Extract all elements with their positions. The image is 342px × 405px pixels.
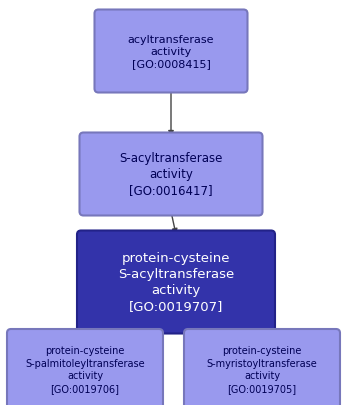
- Text: acyltransferase
activity
[GO:0008415]: acyltransferase activity [GO:0008415]: [128, 34, 214, 69]
- FancyBboxPatch shape: [77, 231, 275, 334]
- FancyBboxPatch shape: [94, 11, 248, 93]
- Text: S-acyltransferase
activity
[GO:0016417]: S-acyltransferase activity [GO:0016417]: [119, 152, 223, 197]
- FancyBboxPatch shape: [79, 133, 263, 216]
- FancyBboxPatch shape: [184, 329, 340, 405]
- Text: protein-cysteine
S-myristoyltransferase
activity
[GO:0019705]: protein-cysteine S-myristoyltransferase …: [207, 345, 317, 392]
- Text: protein-cysteine
S-acyltransferase
activity
[GO:0019707]: protein-cysteine S-acyltransferase activ…: [118, 252, 234, 313]
- Text: protein-cysteine
S-palmitoleyltransferase
activity
[GO:0019706]: protein-cysteine S-palmitoleyltransferas…: [25, 345, 145, 392]
- FancyBboxPatch shape: [7, 329, 163, 405]
